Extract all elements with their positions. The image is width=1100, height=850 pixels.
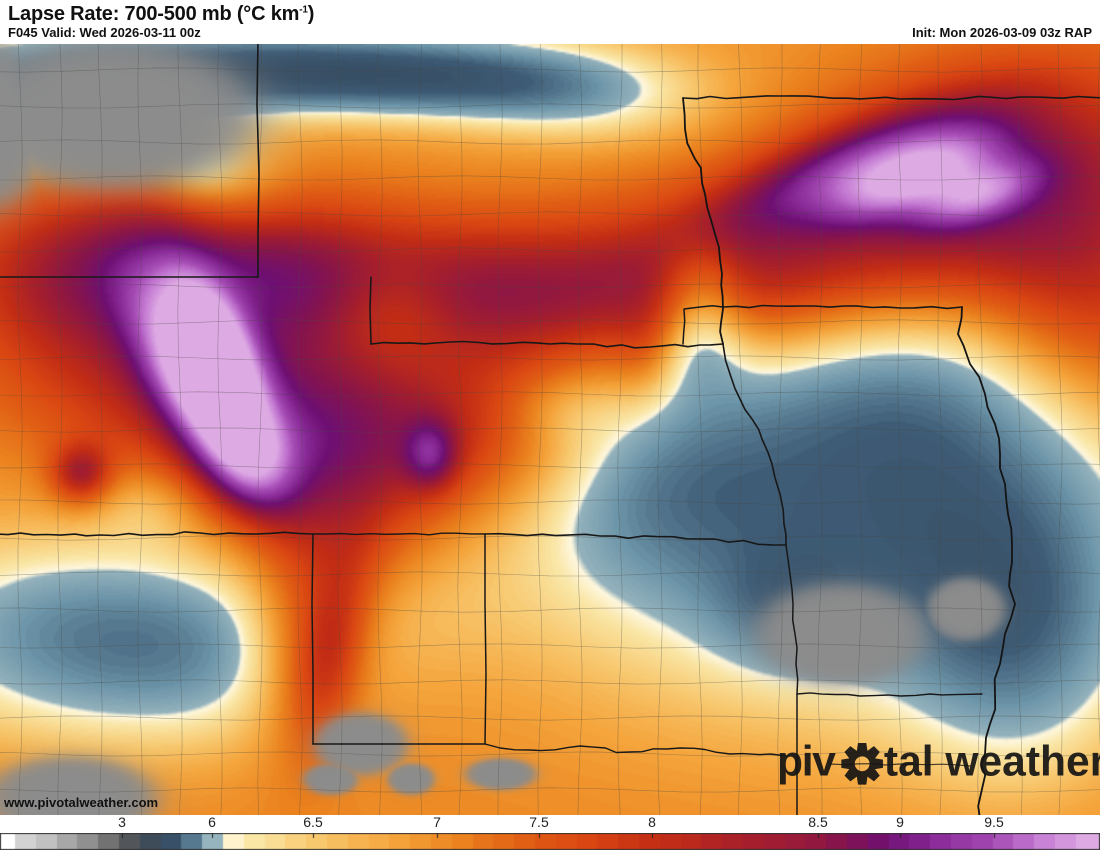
svg-text:piv: piv [777,739,836,786]
svg-text:tal weather: tal weather [884,739,1100,786]
